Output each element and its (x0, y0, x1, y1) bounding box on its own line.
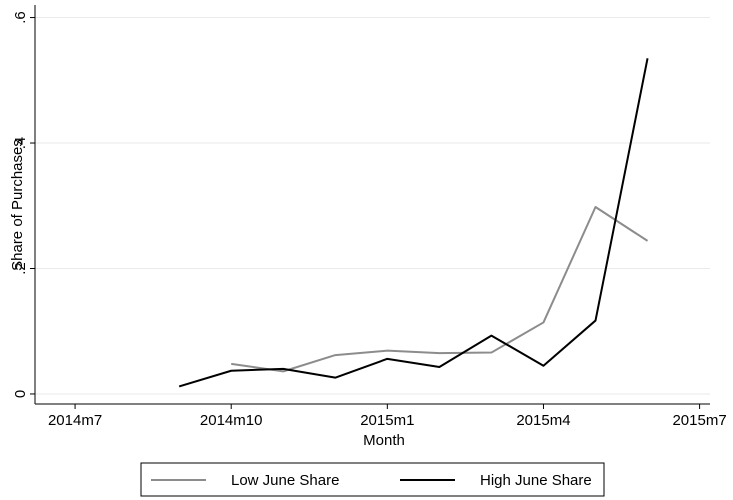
y-tick-label: .2 (12, 262, 29, 275)
series-line (231, 206, 649, 373)
x-tick-label: 2014m7 (48, 412, 102, 429)
legend-box (140, 462, 605, 497)
legend-label: Low June Share (231, 472, 339, 489)
y-tick-label: .6 (12, 11, 29, 24)
x-tick-label: 2014m10 (200, 412, 263, 429)
series-line (178, 58, 649, 388)
y-axis-label: Share of Purchases (9, 139, 26, 271)
x-tick-label: 2015m1 (360, 412, 414, 429)
x-tick-label: 2015m7 (672, 412, 726, 429)
y-tick-label: 0 (12, 390, 29, 398)
x-axis-label: Month (363, 432, 405, 449)
y-tick-label: .4 (12, 137, 29, 150)
x-tick-label: 2015m4 (516, 412, 570, 429)
legend-label: High June Share (480, 472, 592, 489)
